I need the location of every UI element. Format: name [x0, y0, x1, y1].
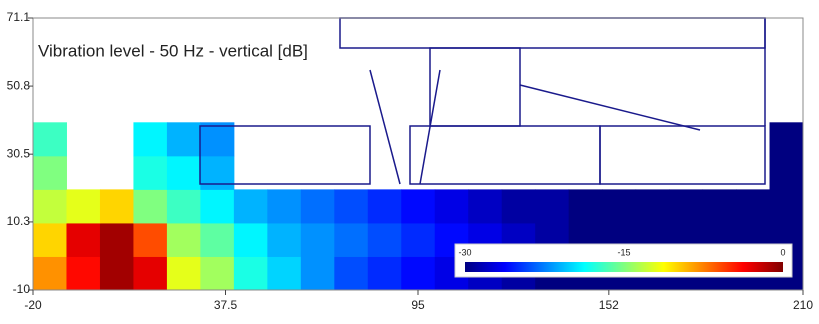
cell	[736, 189, 771, 224]
cell	[66, 189, 101, 224]
chart-title: Vibration level - 50 Hz - vertical [dB]	[38, 41, 308, 60]
colorbar-tick-label: -30	[458, 247, 471, 257]
cell	[300, 189, 335, 224]
cell	[99, 189, 134, 224]
x-tick-label: 152	[599, 298, 619, 312]
cell	[300, 222, 335, 257]
cell	[133, 155, 168, 190]
x-tick-label: 95	[411, 298, 425, 312]
building	[339, 17, 766, 49]
building	[409, 125, 601, 185]
cell	[133, 256, 168, 291]
cell	[334, 256, 369, 291]
cell	[33, 222, 67, 257]
cell	[133, 222, 168, 257]
cell	[468, 189, 503, 224]
cell	[401, 256, 436, 291]
building	[199, 125, 371, 185]
cell	[33, 189, 67, 224]
cell	[267, 189, 302, 224]
y-tick-label: -10	[13, 282, 31, 296]
cell	[367, 256, 402, 291]
cell	[669, 189, 704, 224]
cell	[233, 189, 268, 224]
cell	[300, 256, 335, 291]
y-tick-label: 50.8	[7, 78, 31, 92]
x-tick-label: 210	[793, 298, 813, 312]
x-tick-label: 37.5	[214, 298, 238, 312]
outline	[419, 69, 441, 185]
cell	[334, 189, 369, 224]
cell	[702, 189, 737, 224]
cell	[200, 256, 235, 291]
y-tick-label: 10.3	[7, 214, 31, 228]
y-tick-label: 71.1	[7, 10, 31, 24]
cell	[200, 189, 235, 224]
cell	[434, 189, 469, 224]
cell	[166, 222, 201, 257]
building	[429, 47, 521, 127]
cell	[501, 189, 536, 224]
cell	[166, 122, 201, 157]
cell	[133, 189, 168, 224]
cell	[200, 222, 235, 257]
cell	[401, 189, 436, 224]
cell	[535, 189, 570, 224]
cell	[233, 256, 268, 291]
cell	[602, 189, 637, 224]
cell	[367, 222, 402, 257]
cell	[99, 222, 134, 257]
outline	[369, 69, 401, 185]
cell	[166, 155, 201, 190]
cell	[334, 222, 369, 257]
cell	[568, 189, 603, 224]
cell	[401, 222, 436, 257]
cell	[200, 155, 235, 190]
colorbar-tick-label: -15	[617, 247, 630, 257]
cell	[367, 189, 402, 224]
cell	[233, 222, 268, 257]
cell	[133, 122, 168, 157]
cell	[33, 122, 67, 157]
cell	[769, 189, 804, 224]
heatmap	[33, 122, 804, 291]
outline	[519, 84, 701, 131]
cell	[99, 256, 134, 291]
colorbar-tick-label: 0	[780, 247, 785, 257]
building	[599, 125, 766, 185]
cell	[267, 222, 302, 257]
cell	[635, 189, 670, 224]
cell	[267, 256, 302, 291]
x-tick-label: -20	[24, 298, 42, 312]
cell	[769, 155, 804, 190]
cell	[769, 122, 804, 157]
cell	[66, 256, 101, 291]
cell	[200, 122, 235, 157]
cell	[66, 222, 101, 257]
cell	[33, 256, 67, 291]
colorbar	[465, 262, 783, 272]
cell	[33, 155, 67, 190]
y-tick-label: 30.5	[7, 146, 31, 160]
cell	[166, 256, 201, 291]
cell	[166, 189, 201, 224]
